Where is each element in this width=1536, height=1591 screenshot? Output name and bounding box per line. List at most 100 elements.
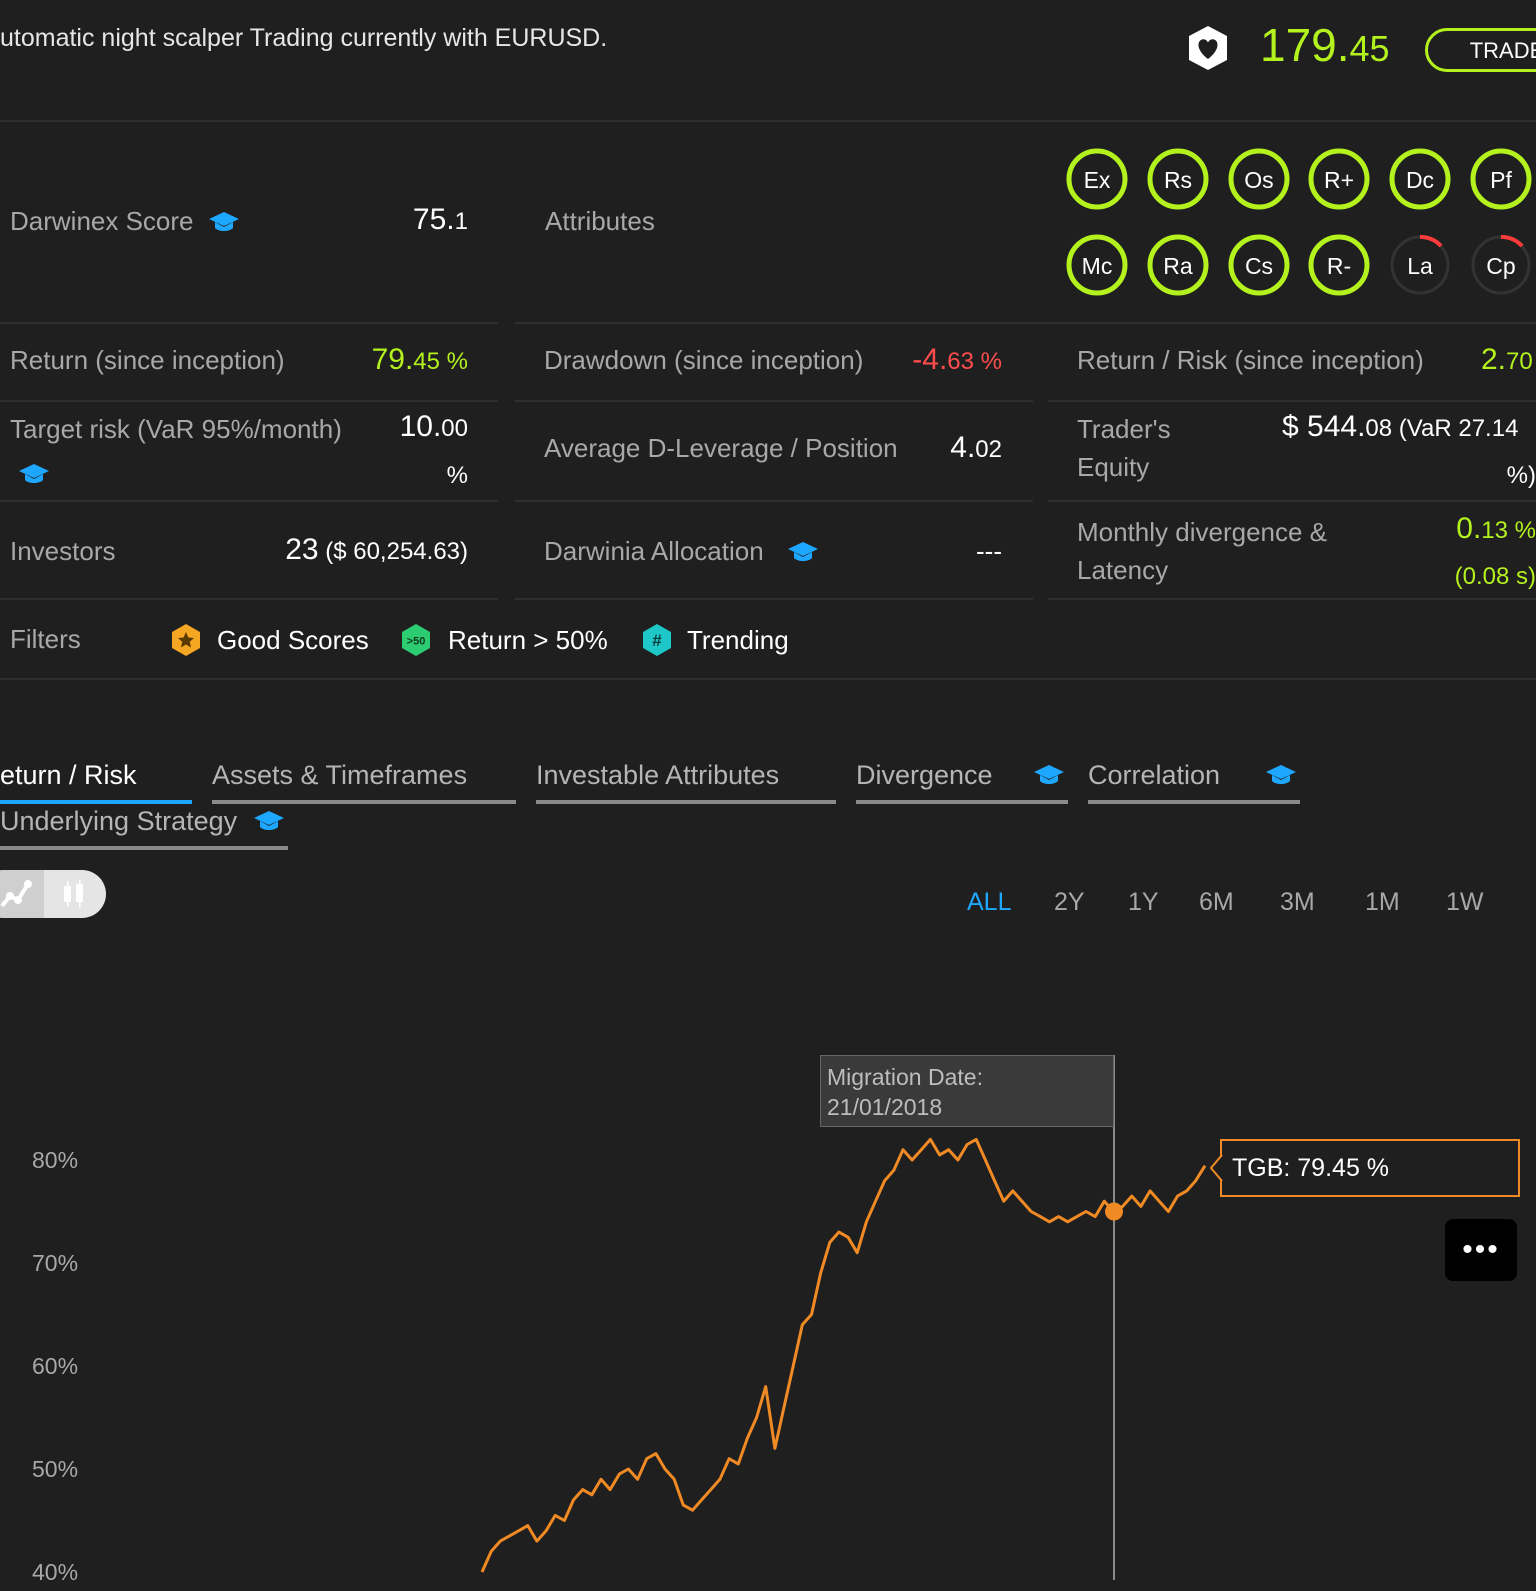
divergence-label: Latency: [1077, 555, 1169, 585]
current-value-label: TGB: 79.45 %: [1220, 1139, 1520, 1197]
drawdown-label: Drawdown (since inception): [544, 345, 864, 375]
target-risk-value: 10.00: [399, 410, 468, 443]
attribute-code: Pf: [1490, 167, 1512, 193]
graduation-cap-icon[interactable]: [208, 210, 240, 234]
divider: [0, 678, 1536, 680]
y-tick-label: 50%: [32, 1456, 78, 1482]
filter-good-scores[interactable]: Good Scores: [217, 625, 369, 655]
attribute-badge-os[interactable]: Os: [1228, 148, 1290, 210]
filter-trending[interactable]: Trending: [687, 625, 789, 655]
star-badge-icon: [172, 624, 200, 656]
investors-label: Investors: [10, 536, 116, 566]
tab-return-risk[interactable]: eturn / Risk: [0, 760, 137, 790]
attribute-code: Rs: [1164, 167, 1192, 193]
divider: [0, 120, 1536, 122]
tab-correlation[interactable]: Correlation: [1088, 760, 1221, 790]
graduation-cap-icon[interactable]: [1265, 763, 1297, 787]
return-value: 79.45 %: [371, 343, 468, 376]
divider: [1048, 500, 1536, 502]
darwin-price: 179.45: [1260, 19, 1390, 71]
tab-underline: [536, 800, 836, 804]
y-tick-label: 40%: [32, 1559, 78, 1585]
return-risk-value: 2.70: [1481, 343, 1533, 376]
range-1m[interactable]: 1M: [1365, 888, 1400, 916]
darwinex-score-value: 75.1: [412, 203, 468, 236]
series-line-tgb: [480, 1137, 1207, 1573]
attribute-badge-mc[interactable]: Mc: [1066, 234, 1128, 296]
range-1w[interactable]: 1W: [1446, 888, 1484, 916]
equity-label: Equity: [1077, 452, 1150, 482]
attribute-badge-rplus[interactable]: R+: [1308, 148, 1370, 210]
tab-investable-attributes[interactable]: Investable Attributes: [536, 760, 780, 790]
graduation-cap-icon[interactable]: [1033, 763, 1065, 787]
attribute-badge-ex[interactable]: Ex: [1066, 148, 1128, 210]
range-all[interactable]: ALL: [967, 888, 1012, 916]
line-chart-icon: [0, 880, 32, 908]
label-pointer: [1210, 1155, 1223, 1181]
graduation-cap-icon[interactable]: [253, 809, 285, 833]
divider: [515, 500, 1033, 502]
tab-underline: [856, 800, 1068, 804]
trade-button[interactable]: TRADE: [1425, 28, 1536, 72]
tab-underline: [1088, 800, 1300, 804]
darwin-description: utomatic night scalper Trading currently…: [0, 24, 608, 52]
y-tick-label: 70%: [32, 1250, 78, 1276]
attribute-code: Os: [1244, 167, 1273, 193]
divergence-label: Monthly divergence &: [1077, 517, 1328, 547]
latency-value: (0.08 s): [1454, 563, 1536, 590]
divider: [0, 598, 498, 600]
filter-return-50[interactable]: Return > 50%: [448, 625, 608, 655]
migration-point[interactable]: [1105, 1202, 1123, 1221]
attribute-badge-cp[interactable]: Cp: [1470, 234, 1532, 296]
tab-assets-timeframes[interactable]: Assets & Timeframes: [212, 760, 468, 790]
favorite-heart-icon[interactable]: [1186, 24, 1230, 72]
equity-var-end: %): [1506, 462, 1536, 489]
attribute-badge-ra[interactable]: Ra: [1147, 234, 1209, 296]
more-options-button[interactable]: •••: [1445, 1219, 1517, 1281]
attribute-badge-rs[interactable]: Rs: [1147, 148, 1209, 210]
return-50-badge-icon: >50: [402, 624, 430, 656]
attribute-badge-dc[interactable]: Dc: [1389, 148, 1451, 210]
divider: [515, 322, 1536, 324]
range-1y[interactable]: 1Y: [1128, 888, 1159, 916]
leverage-value: 4.02: [950, 431, 1002, 464]
attribute-code: La: [1407, 253, 1433, 279]
equity-label: Trader's: [1077, 414, 1171, 444]
graduation-cap-icon[interactable]: [18, 462, 50, 486]
leverage-label: Average D-Leverage / Position: [544, 433, 898, 463]
hashtag-badge-text: #: [652, 631, 662, 650]
attribute-badge-la[interactable]: La: [1389, 234, 1451, 296]
tab-underline: [0, 800, 192, 804]
attribute-badge-rminus[interactable]: R-: [1308, 234, 1370, 296]
divider: [515, 400, 1033, 402]
range-2y[interactable]: 2Y: [1054, 888, 1085, 916]
investors-value: 23 ($ 60,254.63): [285, 533, 468, 566]
return-risk-label: Return / Risk (since inception): [1077, 345, 1424, 375]
target-risk-label: Target risk (VaR 95%/month): [10, 414, 342, 444]
tab-divergence[interactable]: Divergence: [856, 760, 993, 790]
attribute-code: R+: [1324, 167, 1354, 193]
candlestick-icon[interactable]: [58, 878, 90, 910]
range-3m[interactable]: 3M: [1280, 888, 1315, 916]
attribute-code: Cp: [1486, 253, 1515, 279]
chart-type-toggle[interactable]: [0, 870, 106, 918]
drawdown-value: -4.63 %: [912, 343, 1002, 376]
equity-value: $ 544.08 (VaR 27.14: [1282, 410, 1519, 443]
attribute-badge-cs[interactable]: Cs: [1228, 234, 1290, 296]
attribute-code: R-: [1327, 253, 1351, 279]
divider: [0, 322, 498, 324]
y-tick-label: 80%: [32, 1147, 78, 1173]
tab-underlying-strategy[interactable]: Underlying Strategy: [0, 806, 238, 836]
attribute-badge-pf[interactable]: Pf: [1470, 148, 1532, 210]
hashtag-badge-icon: #: [643, 624, 671, 656]
range-6m[interactable]: 6M: [1199, 888, 1234, 916]
allocation-label: Darwinia Allocation: [544, 536, 764, 566]
graduation-cap-icon[interactable]: [787, 540, 819, 564]
divider: [0, 500, 498, 502]
allocation-value: ---: [976, 536, 1002, 566]
attribute-code: Ex: [1084, 167, 1111, 193]
target-risk-unit: %: [446, 462, 468, 489]
attributes-label: Attributes: [545, 206, 655, 236]
divider: [515, 598, 1033, 600]
attribute-code: Cs: [1245, 253, 1273, 279]
